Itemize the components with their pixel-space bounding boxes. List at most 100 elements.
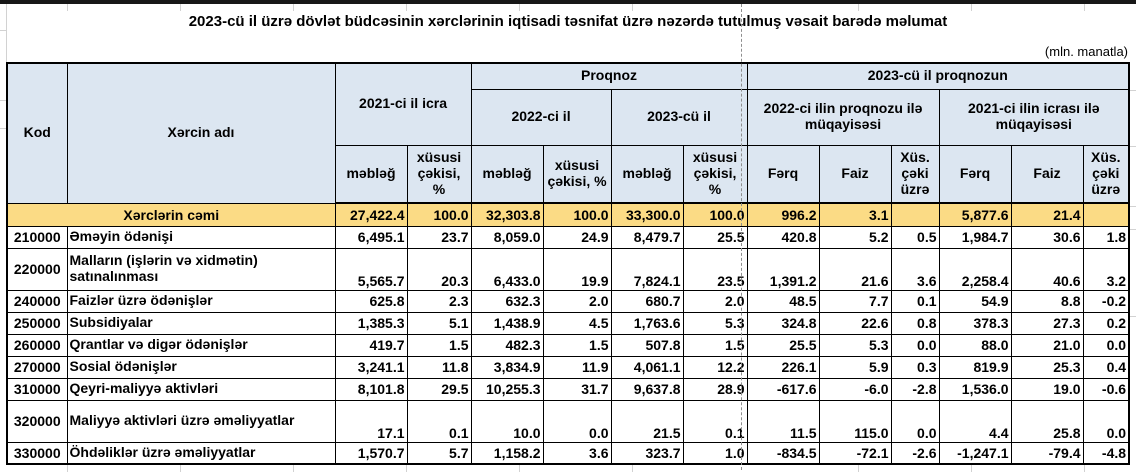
row-value[interactable]: 1,158.2 bbox=[470, 441, 544, 465]
row-value[interactable]: -617.6 bbox=[746, 377, 820, 401]
header-cmp-2022[interactable]: 2022-ci ilin proqnozu ilə müqayisəsi bbox=[746, 88, 940, 146]
row-value[interactable]: 11.5 bbox=[746, 399, 820, 443]
row-value[interactable]: 32,303.8 bbox=[470, 202, 544, 227]
row-code[interactable]: 310000 bbox=[6, 377, 68, 401]
row-name[interactable]: Qrantlar və digər ödənişlər bbox=[66, 333, 336, 357]
row-value[interactable]: 7.7 bbox=[818, 289, 892, 313]
row-name[interactable]: Əməyin ödənişi bbox=[66, 225, 336, 249]
row-value[interactable]: 0.8 bbox=[890, 311, 940, 335]
header-faiz-2[interactable]: Faiz bbox=[1010, 144, 1084, 204]
row-value[interactable]: 25.5 bbox=[746, 333, 820, 357]
row-value[interactable]: 5.7 bbox=[406, 441, 472, 465]
row-value[interactable]: 2.0 bbox=[542, 289, 612, 313]
row-value[interactable]: 5.3 bbox=[818, 333, 892, 357]
row-value[interactable]: 23.7 bbox=[406, 225, 472, 249]
row-value[interactable]: 25.5 bbox=[682, 225, 748, 249]
row-value[interactable]: 1.5 bbox=[406, 333, 472, 357]
row-value[interactable]: 4,061.1 bbox=[610, 355, 684, 379]
row-value[interactable]: 0.1 bbox=[682, 399, 748, 443]
row-value[interactable]: -6.0 bbox=[818, 377, 892, 401]
header-mebleg-2023[interactable]: məbləğ bbox=[610, 144, 684, 204]
row-value[interactable]: 33,300.0 bbox=[610, 202, 684, 227]
row-value[interactable]: 27,422.4 bbox=[334, 202, 408, 227]
row-value[interactable]: -4.8 bbox=[1082, 441, 1130, 465]
row-value[interactable]: 2.0 bbox=[682, 289, 748, 313]
header-xususi-2021[interactable]: xüsusi çəkisi, % bbox=[406, 144, 472, 204]
row-value[interactable]: 11.8 bbox=[406, 355, 472, 379]
row-value[interactable]: 30.6 bbox=[1010, 225, 1084, 249]
row-value[interactable]: 0.1 bbox=[406, 399, 472, 443]
row-value[interactable]: 27.3 bbox=[1010, 311, 1084, 335]
row-value[interactable]: 1,438.9 bbox=[470, 311, 544, 335]
header-xususi-2022[interactable]: xüsusi çəkisi, % bbox=[542, 144, 612, 204]
row-value[interactable]: 5,877.6 bbox=[938, 202, 1012, 227]
row-name[interactable]: Öhdəliklər üzrə əməliyyatlar bbox=[66, 441, 336, 465]
row-value[interactable]: 0.4 bbox=[1082, 355, 1130, 379]
row-value[interactable]: 819.9 bbox=[938, 355, 1012, 379]
row-value[interactable]: 28.9 bbox=[682, 377, 748, 401]
row-value[interactable]: 100.0 bbox=[406, 202, 472, 227]
row-value[interactable]: 0.0 bbox=[1082, 399, 1130, 443]
row-value[interactable]: 1.0 bbox=[682, 441, 748, 465]
header-ferq-1[interactable]: Fərq bbox=[746, 144, 820, 204]
row-value[interactable]: 24.9 bbox=[542, 225, 612, 249]
row-value[interactable]: 0.0 bbox=[890, 333, 940, 357]
row-value[interactable]: 23.5 bbox=[682, 247, 748, 291]
row-value[interactable]: 8,101.8 bbox=[334, 377, 408, 401]
row-value[interactable]: 2,258.4 bbox=[938, 247, 1012, 291]
row-value[interactable]: 1.5 bbox=[542, 333, 612, 357]
header-cmp-2021[interactable]: 2021-ci ilin icrası ilə müqayisəsi bbox=[938, 88, 1130, 146]
row-value[interactable]: 0.0 bbox=[542, 399, 612, 443]
row-value[interactable]: 1,391.2 bbox=[746, 247, 820, 291]
header-proqnoz[interactable]: Proqnoz bbox=[470, 62, 748, 90]
row-value[interactable]: 88.0 bbox=[938, 333, 1012, 357]
row-code[interactable]: 320000 bbox=[6, 399, 68, 443]
header-2023[interactable]: 2023-cü il bbox=[610, 88, 748, 146]
row-value[interactable]: 25.3 bbox=[1010, 355, 1084, 379]
row-value[interactable]: 5,565.7 bbox=[334, 247, 408, 291]
header-xus-ceki-2[interactable]: Xüs. çəki üzrə bbox=[1082, 144, 1130, 204]
row-value[interactable] bbox=[890, 202, 940, 227]
row-value[interactable]: 2.3 bbox=[406, 289, 472, 313]
row-value[interactable]: 31.7 bbox=[542, 377, 612, 401]
row-value[interactable]: -0.6 bbox=[1082, 377, 1130, 401]
row-value[interactable]: 12.2 bbox=[682, 355, 748, 379]
row-name[interactable]: Maliyyə aktivləri üzrə əməliyyatlar bbox=[66, 399, 336, 443]
header-faiz-1[interactable]: Faiz bbox=[818, 144, 892, 204]
row-value[interactable]: 0.1 bbox=[890, 289, 940, 313]
row-value[interactable]: 323.7 bbox=[610, 441, 684, 465]
row-value[interactable]: 9,637.8 bbox=[610, 377, 684, 401]
row-value[interactable]: 1.5 bbox=[682, 333, 748, 357]
header-2021-icra[interactable]: 2021-ci il icra bbox=[334, 62, 472, 146]
row-value[interactable]: 8.8 bbox=[1010, 289, 1084, 313]
row-code[interactable]: 250000 bbox=[6, 311, 68, 335]
row-value[interactable]: 29.5 bbox=[406, 377, 472, 401]
row-value[interactable]: 625.8 bbox=[334, 289, 408, 313]
row-value[interactable]: 0.0 bbox=[1082, 333, 1130, 357]
row-value[interactable]: 100.0 bbox=[542, 202, 612, 227]
row-code[interactable]: 210000 bbox=[6, 225, 68, 249]
row-name[interactable]: Subsidiyalar bbox=[66, 311, 336, 335]
row-value[interactable]: 1,536.0 bbox=[938, 377, 1012, 401]
row-value[interactable]: 5.9 bbox=[818, 355, 892, 379]
row-value[interactable]: 4.4 bbox=[938, 399, 1012, 443]
row-name[interactable]: Faizlər üzrə ödənişlər bbox=[66, 289, 336, 313]
row-value[interactable]: 21.4 bbox=[1010, 202, 1084, 227]
row-value[interactable]: 680.7 bbox=[610, 289, 684, 313]
row-value[interactable]: 115.0 bbox=[818, 399, 892, 443]
row-value[interactable]: -1,247.1 bbox=[938, 441, 1012, 465]
row-value[interactable]: 1,763.6 bbox=[610, 311, 684, 335]
row-name[interactable]: Malların (işlərin və xidmətin) satınalın… bbox=[66, 247, 336, 291]
row-value[interactable]: 4.5 bbox=[542, 311, 612, 335]
row-name[interactable]: Sosial ödənişlər bbox=[66, 355, 336, 379]
row-value[interactable]: 632.3 bbox=[470, 289, 544, 313]
row-value[interactable]: 21.6 bbox=[818, 247, 892, 291]
row-value[interactable]: 20.3 bbox=[406, 247, 472, 291]
row-label[interactable]: Xərclərin cəmi bbox=[6, 202, 336, 227]
row-value[interactable]: 10,255.3 bbox=[470, 377, 544, 401]
header-ferq-2[interactable]: Fərq bbox=[938, 144, 1012, 204]
row-value[interactable]: 100.0 bbox=[682, 202, 748, 227]
row-value[interactable]: -79.4 bbox=[1010, 441, 1084, 465]
row-value[interactable]: -834.5 bbox=[746, 441, 820, 465]
row-value[interactable]: 1.8 bbox=[1082, 225, 1130, 249]
